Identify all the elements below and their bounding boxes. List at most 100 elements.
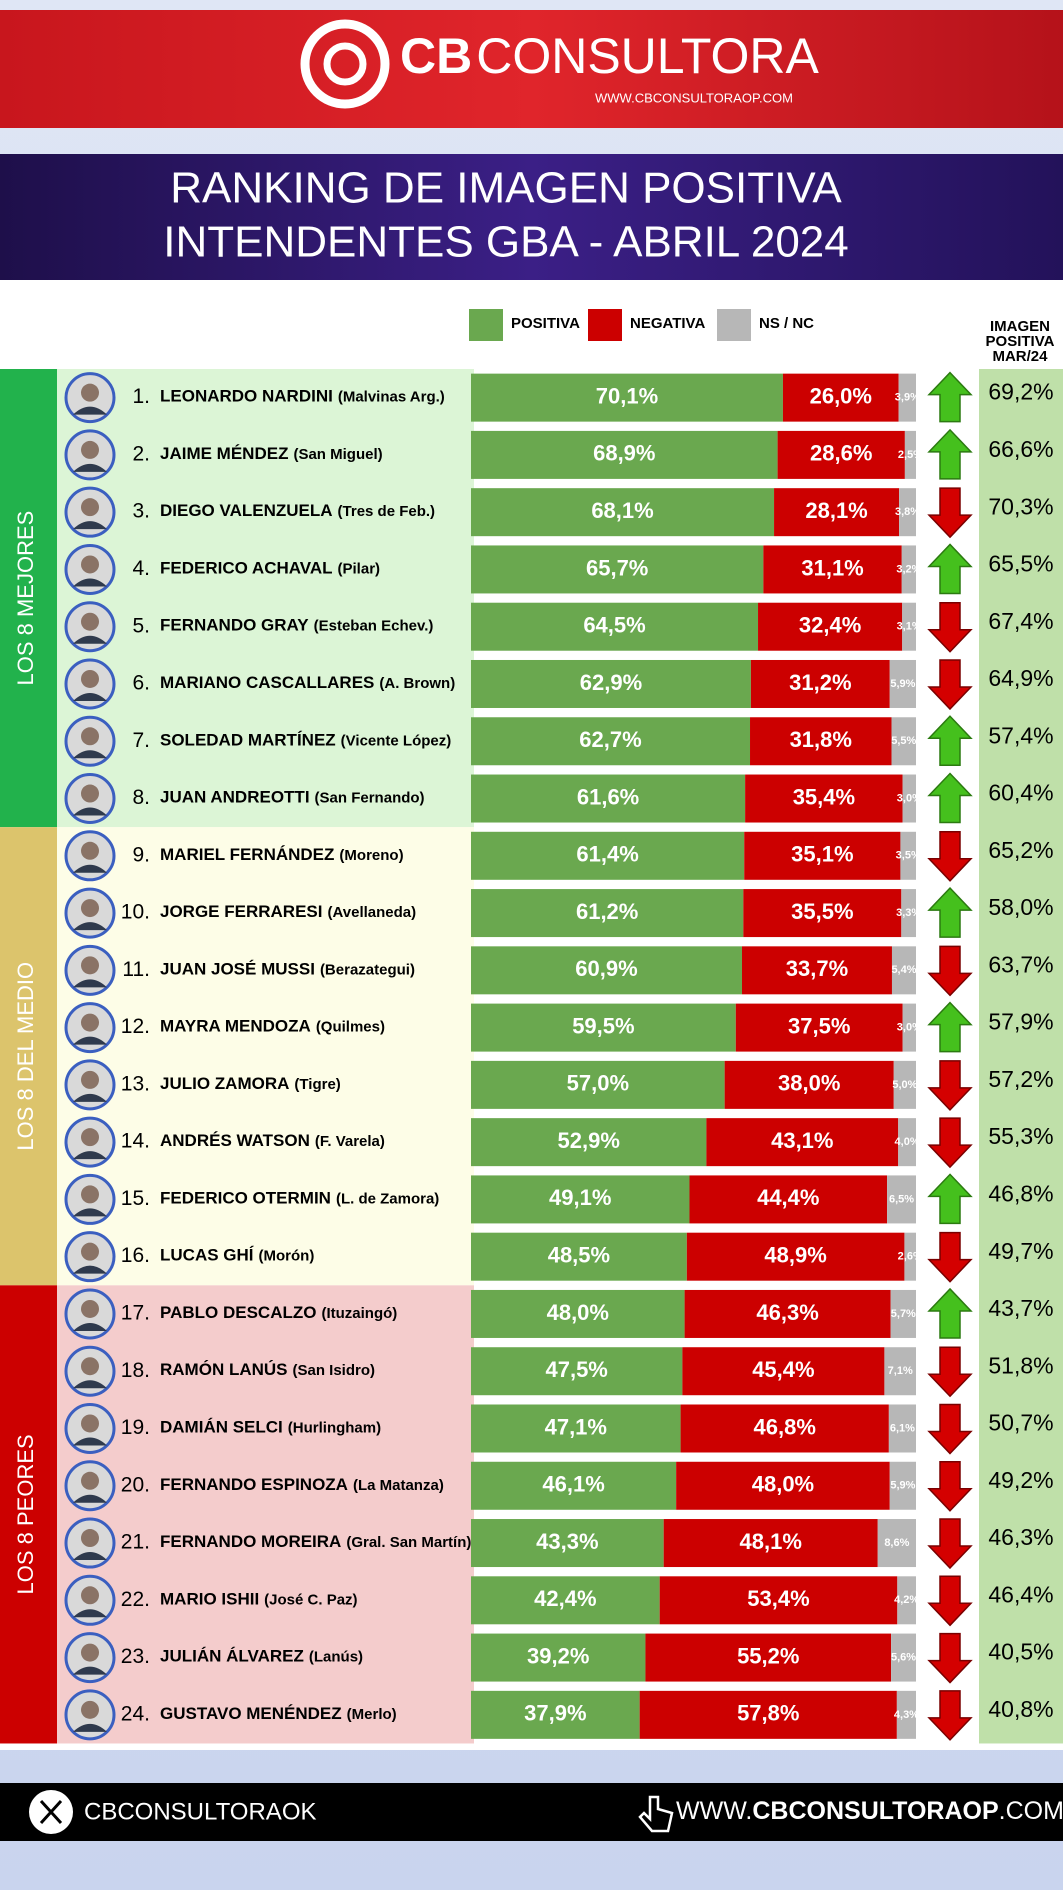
photo-head — [81, 1185, 99, 1204]
photo-body — [73, 1036, 107, 1045]
previous-title: MAR/24 — [992, 348, 1048, 365]
previous-value: 63,7% — [988, 951, 1053, 977]
candidate-name: JULIO ZAMORA — [160, 1074, 289, 1093]
photo-body — [73, 521, 107, 530]
photo-body — [73, 1437, 107, 1446]
footer-band — [0, 1783, 1063, 1841]
candidate-district: (Esteban Echev.) — [314, 618, 434, 635]
candidate: RAMÓN LANÚS (San Isidro) — [160, 1361, 375, 1380]
value-label: 57,8% — [737, 1701, 799, 1726]
trend-up — [927, 886, 973, 938]
rank: 9. — [132, 843, 150, 866]
chart-title: INTENDENTES GBA - ABRIL 2024 — [163, 218, 849, 267]
value-label: 60,9% — [575, 956, 637, 981]
previous-value: 51,8% — [988, 1352, 1053, 1378]
chart-title: RANKING DE IMAGEN POSITIVA — [170, 164, 842, 213]
trend-down — [927, 1346, 973, 1398]
candidate-name: JORGE FERRARESI — [160, 903, 322, 922]
trend-down — [927, 487, 973, 539]
photo-body — [73, 635, 107, 644]
bar-segment — [659, 1576, 898, 1625]
photo-body — [73, 578, 107, 587]
value-label: 47,1% — [545, 1414, 607, 1439]
value-label: 43,1% — [771, 1128, 833, 1153]
bar-segment — [471, 373, 783, 422]
value-label: 5,7% — [891, 1308, 916, 1320]
photo-body — [73, 406, 107, 415]
value-label: 33,7% — [786, 956, 848, 981]
candidate-district: (Lanús) — [309, 1649, 363, 1666]
title-band — [0, 154, 1063, 280]
legend-label: NEGATIVA — [630, 315, 705, 332]
bar-segment — [902, 602, 916, 651]
value-label: 35,4% — [793, 784, 855, 809]
previous-value: 49,7% — [988, 1238, 1053, 1264]
value-label: 45,4% — [752, 1357, 814, 1382]
trend-up — [927, 371, 973, 423]
trend-down — [927, 831, 973, 882]
bar-segment — [897, 1576, 916, 1625]
candidate-district: (San Isidro) — [293, 1362, 376, 1379]
rank: 23. — [121, 1645, 150, 1668]
value-label: 65,7% — [586, 555, 648, 580]
candidate: LUCAS GHÍ (Morón) — [160, 1246, 314, 1265]
candidate-district: (Vicente López) — [341, 732, 452, 749]
previous-value: 66,6% — [988, 436, 1053, 462]
value-label: 59,5% — [572, 1013, 634, 1038]
photo-head — [81, 1299, 99, 1318]
value-label: 44,4% — [757, 1185, 819, 1210]
photo-head — [81, 1414, 99, 1433]
trend-down — [927, 1231, 973, 1283]
photo-head — [81, 555, 99, 574]
rank: 5. — [132, 614, 150, 637]
candidate-district: (Pilar) — [338, 560, 381, 577]
rank: 21. — [121, 1531, 150, 1554]
rank: 3. — [132, 500, 150, 523]
bar-segment — [686, 1232, 905, 1281]
candidate-district: (La Matanza) — [353, 1477, 444, 1494]
candidate-name: FEDERICO ACHAVAL — [160, 559, 333, 578]
candidate-name: JUAN JOSÉ MUSSI — [160, 960, 315, 979]
x-logo-mark — [39, 1799, 63, 1825]
previous-value: 65,2% — [988, 837, 1053, 863]
value-label: 68,1% — [591, 498, 653, 523]
candidate: JAIME MÉNDEZ (San Miguel) — [160, 444, 383, 463]
bar-segment — [471, 430, 778, 479]
group-strip — [0, 827, 57, 1286]
value-label: 38,0% — [778, 1071, 840, 1096]
legend-swatch — [717, 309, 751, 341]
bar-segment — [893, 1060, 916, 1109]
candidate: FEDERICO ACHAVAL (Pilar) — [160, 559, 380, 578]
trend-down — [927, 1575, 973, 1627]
value-label: 5,9% — [890, 1480, 915, 1492]
candidate-district: (Moreno) — [339, 847, 403, 864]
photo-body — [73, 1552, 107, 1561]
previous-value: 46,8% — [988, 1180, 1053, 1206]
photo-head — [81, 784, 99, 803]
previous-value: 40,8% — [988, 1696, 1053, 1722]
candidate-name: GUSTAVO MENÉNDEZ — [160, 1704, 342, 1723]
value-label: 31,2% — [789, 670, 851, 695]
trend-down — [927, 1403, 973, 1455]
photo-body — [73, 750, 107, 759]
bar-segment — [706, 1118, 899, 1167]
bar-segment — [887, 1175, 916, 1224]
trend-up — [927, 1287, 973, 1339]
value-label: 46,1% — [542, 1472, 604, 1497]
bar-segment — [471, 717, 751, 766]
footer-handle: CBCONSULTORAOK — [84, 1798, 317, 1825]
rank: 4. — [132, 557, 150, 580]
candidate-name: MAYRA MENDOZA — [160, 1017, 311, 1036]
bar-segment — [901, 889, 916, 938]
trend-down — [927, 945, 973, 997]
photo-body — [73, 1151, 107, 1160]
bar-segment — [471, 1690, 640, 1739]
rank: 18. — [121, 1359, 150, 1382]
candidate-name: LUCAS GHÍ — [160, 1246, 255, 1265]
candidate-district: (Morón) — [259, 1248, 315, 1265]
photo-head — [81, 899, 99, 918]
value-label: 48,0% — [752, 1472, 814, 1497]
value-label: 53,4% — [747, 1586, 809, 1611]
value-label: 31,8% — [790, 727, 852, 752]
bar-segment — [750, 717, 892, 766]
